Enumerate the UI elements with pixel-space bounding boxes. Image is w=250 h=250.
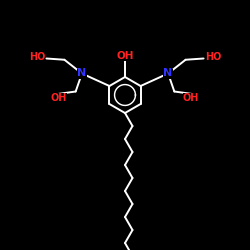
Text: N: N bbox=[164, 68, 173, 78]
Text: N: N bbox=[77, 68, 86, 78]
Text: HO: HO bbox=[205, 52, 221, 62]
Text: OH: OH bbox=[116, 51, 134, 61]
Text: OH: OH bbox=[51, 93, 67, 103]
Text: HO: HO bbox=[29, 52, 45, 62]
Text: OH: OH bbox=[183, 93, 199, 103]
